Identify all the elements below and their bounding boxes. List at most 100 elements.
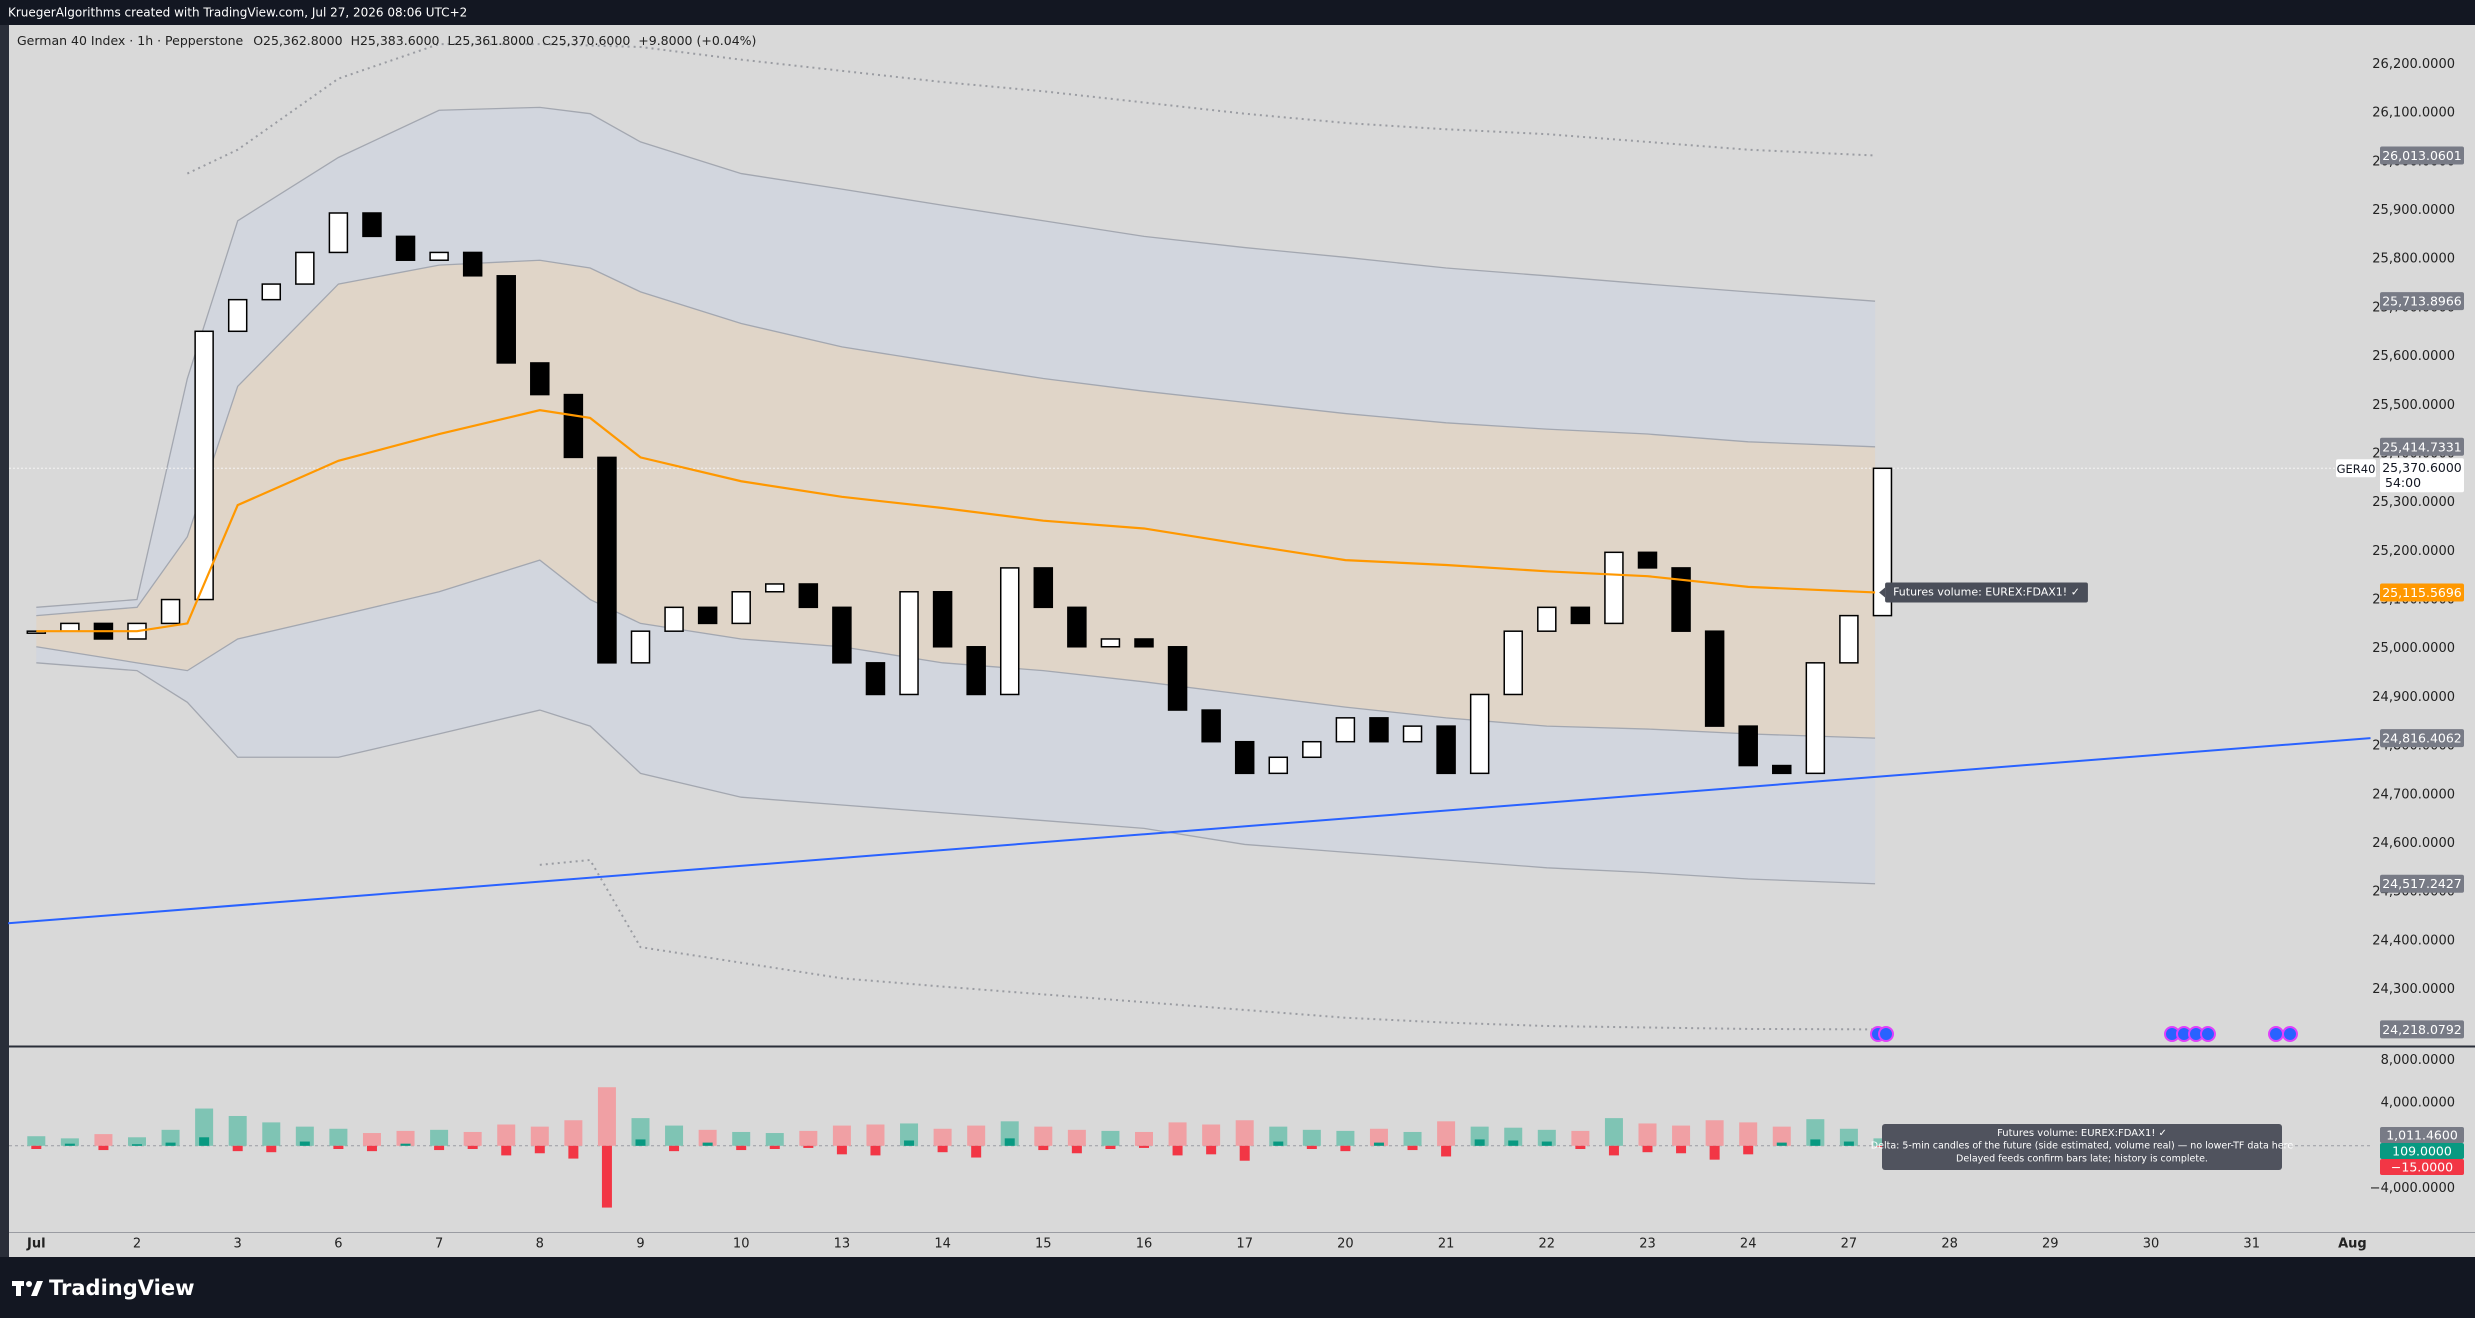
- volume-bar: [262, 1122, 281, 1146]
- y-tick-label: 24,400.0000: [2372, 933, 2455, 948]
- delta-bar: [1541, 1141, 1552, 1146]
- left-border: [0, 25, 9, 1257]
- legend: German 40 Index · 1h · Pepperstone O25,36…: [17, 33, 756, 48]
- delta-bar: [669, 1145, 680, 1152]
- volume-bar: [631, 1118, 650, 1146]
- x-tick-label: 2: [133, 1237, 141, 1252]
- x-tick-label: 21: [1438, 1237, 1455, 1252]
- delta-bar: [299, 1141, 310, 1146]
- candle: [1805, 662, 1826, 775]
- candle: [1738, 725, 1758, 767]
- delta-bar: [836, 1145, 847, 1155]
- candle: [1134, 638, 1154, 648]
- delta-bar: [803, 1145, 814, 1148]
- delta-bar: [1306, 1145, 1317, 1150]
- volume-note-line: Delta: 5-min candles of the future (side…: [1871, 1141, 2294, 1152]
- candle: [1704, 630, 1725, 727]
- volume-bar: [1269, 1126, 1288, 1146]
- event-icon[interactable]: [2268, 1026, 2284, 1042]
- volume-tag-label: 1,011.4600: [2386, 1128, 2458, 1143]
- volume-bar: [1403, 1131, 1422, 1146]
- delta-bar: [1340, 1145, 1351, 1152]
- event-icon[interactable]: [1878, 1026, 1894, 1042]
- vwap-note: Futures volume: EUREX:FDAX1! ✓: [1893, 585, 2080, 598]
- delta-bar: [1676, 1145, 1687, 1154]
- volume-bar: [94, 1134, 113, 1146]
- y-tick-label: 24,600.0000: [2372, 836, 2455, 851]
- candle: [1402, 725, 1423, 743]
- delta-bar: [702, 1142, 713, 1146]
- vwap-line: [36, 409, 1876, 633]
- volume-tick-label: 4,000.0000: [2381, 1096, 2455, 1111]
- logo-shape: [16, 1281, 21, 1296]
- candle: [563, 393, 584, 459]
- candle: [630, 630, 651, 664]
- volume-bar: [1235, 1120, 1254, 1146]
- volume-bar: [27, 1136, 46, 1146]
- delta-bar: [1743, 1145, 1754, 1155]
- volume-bar: [128, 1137, 146, 1146]
- delta-bar: [601, 1145, 612, 1208]
- volume-bar: [530, 1126, 549, 1146]
- candle: [865, 662, 886, 696]
- delta-bar: [1172, 1145, 1183, 1156]
- delta-bar: [1038, 1145, 1049, 1151]
- candle: [966, 646, 986, 696]
- band-line: [36, 259, 1876, 617]
- volume-bar: [1034, 1126, 1053, 1146]
- volume-bar: [1571, 1130, 1590, 1146]
- candle: [1839, 614, 1859, 664]
- event-icon[interactable]: [2200, 1026, 2216, 1042]
- legend-open: O25,362.8000: [253, 33, 342, 48]
- volume-bar: [900, 1123, 919, 1146]
- vwap-note-box: [1885, 582, 2088, 603]
- x-tick-label: 17: [1236, 1237, 1253, 1252]
- volume-bar: [564, 1120, 583, 1146]
- candle: [832, 606, 852, 664]
- volume-bar: [1437, 1121, 1456, 1146]
- delta-bar: [400, 1143, 411, 1146]
- volume-tag: [2380, 1159, 2464, 1176]
- volume-bar: [463, 1131, 482, 1146]
- candle: [362, 212, 382, 238]
- delta-bar: [1004, 1138, 1015, 1146]
- delta-bar: [1441, 1145, 1452, 1157]
- candle: [295, 251, 315, 285]
- volume-note-line: Delayed feeds confirm bars late; history…: [1956, 1154, 2208, 1165]
- delta-bar: [98, 1145, 109, 1151]
- legend-high: H25,383.6000: [351, 33, 440, 48]
- y-tick-label: 25,900.0000: [2372, 203, 2455, 218]
- y-tick-label: 25,800.0000: [2372, 252, 2455, 267]
- y-tick-label: 24,300.0000: [2372, 982, 2455, 997]
- delta-bar: [165, 1142, 176, 1146]
- trendline: [8, 737, 2371, 925]
- price-tag-label: 24,218.0792: [2382, 1022, 2462, 1037]
- candle: [1335, 717, 1356, 743]
- candle: [1201, 709, 1221, 743]
- volume-bar: [228, 1115, 247, 1146]
- delta-bar: [501, 1145, 512, 1156]
- delta-bar: [769, 1145, 780, 1150]
- volume-bar: [1772, 1126, 1791, 1146]
- price-tag-label: 24,517.2427: [2382, 876, 2462, 891]
- brand-name[interactable]: TradingView: [49, 1276, 194, 1300]
- volume-bar: [1202, 1124, 1221, 1146]
- symbol-title: German 40 Index · 1h · Pepperstone: [17, 33, 243, 48]
- legend-low: L25,361.8000: [448, 33, 535, 48]
- volume-bar: [765, 1133, 784, 1146]
- band-fill: [36, 260, 1876, 739]
- candle: [765, 583, 785, 593]
- volume-bar: [597, 1087, 616, 1146]
- delta-bar: [870, 1145, 881, 1156]
- candle: [261, 283, 282, 301]
- volume-bar: [1168, 1122, 1187, 1146]
- candle: [1167, 646, 1188, 711]
- x-tick-label: 22: [1539, 1237, 1556, 1252]
- x-tick-label: 15: [1035, 1237, 1052, 1252]
- candle: [1100, 638, 1121, 648]
- x-tick-label: 30: [2143, 1237, 2160, 1252]
- event-icon[interactable]: [2282, 1026, 2298, 1042]
- volume-bar: [732, 1131, 751, 1146]
- candle: [664, 606, 684, 632]
- candle: [328, 212, 349, 254]
